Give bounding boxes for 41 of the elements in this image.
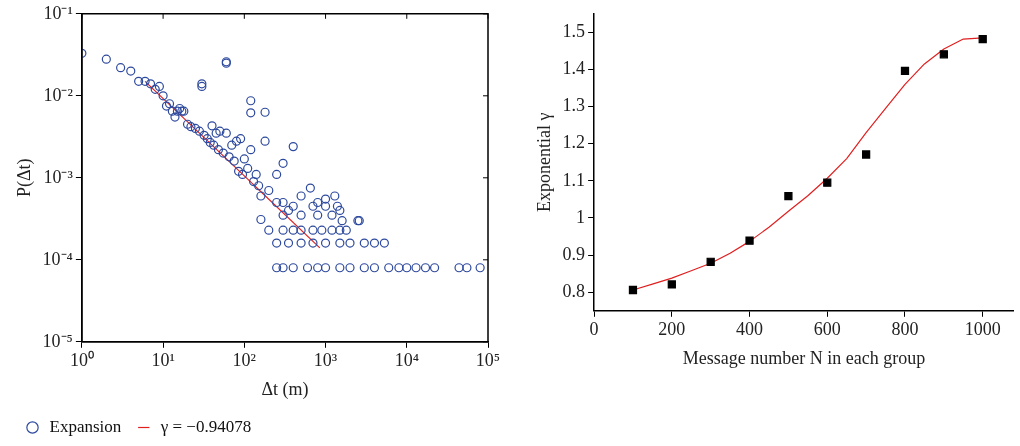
point bbox=[628, 285, 638, 295]
x-tick-label: 10⁰ bbox=[69, 350, 94, 371]
x-axis-title: Δt (m) bbox=[261, 378, 309, 400]
legend-label: γ = −0.94078 bbox=[159, 416, 252, 436]
y-axis-title: Exponential γ bbox=[533, 112, 554, 213]
point bbox=[823, 178, 832, 187]
point bbox=[900, 66, 910, 76]
y-tick-label: 10⁻³ bbox=[43, 166, 74, 187]
y-tick-label: 1 bbox=[576, 206, 586, 227]
point bbox=[784, 191, 793, 201]
y-tick-label: 1.4 bbox=[562, 58, 586, 79]
y-tick-label: 10⁻⁵ bbox=[42, 330, 73, 351]
point bbox=[667, 280, 676, 289]
point bbox=[861, 150, 871, 159]
y-tick-label: 0.8 bbox=[562, 280, 586, 301]
point bbox=[706, 257, 715, 266]
point bbox=[978, 34, 987, 44]
y-tick-label: 10⁻² bbox=[43, 84, 73, 105]
x-axis-title: Message number N in each group bbox=[682, 347, 926, 368]
x-tick-label: 10² bbox=[232, 350, 257, 371]
x-tick-label: 400 bbox=[736, 319, 764, 340]
x-tick-label: 600 bbox=[813, 319, 841, 340]
y-tick-label: 0.9 bbox=[562, 243, 586, 264]
x-tick-label: 10³ bbox=[313, 350, 338, 371]
y-tick-label: 10⁻¹ bbox=[43, 2, 73, 23]
x-tick-label: 10⁵ bbox=[475, 350, 501, 371]
y-tick-label: 1.2 bbox=[562, 132, 586, 153]
x-tick-label: 1000 bbox=[964, 319, 1001, 340]
x-tick-label: 10¹ bbox=[151, 350, 175, 371]
x-tick-label: 200 bbox=[658, 319, 686, 340]
y-axis-title: P(Δt) bbox=[13, 158, 35, 198]
y-tick-label: 1.5 bbox=[562, 21, 586, 42]
legend-label: Expansion bbox=[49, 416, 122, 436]
x-tick-label: 0 bbox=[589, 319, 599, 340]
point bbox=[939, 50, 948, 59]
point bbox=[745, 236, 754, 245]
x-tick-label: 10⁴ bbox=[394, 350, 419, 371]
y-tick-label: 1.3 bbox=[562, 95, 586, 116]
y-tick-label: 1.1 bbox=[562, 169, 586, 190]
y-tick-label: 10⁻⁴ bbox=[42, 248, 73, 269]
x-tick-label: 800 bbox=[891, 319, 919, 340]
